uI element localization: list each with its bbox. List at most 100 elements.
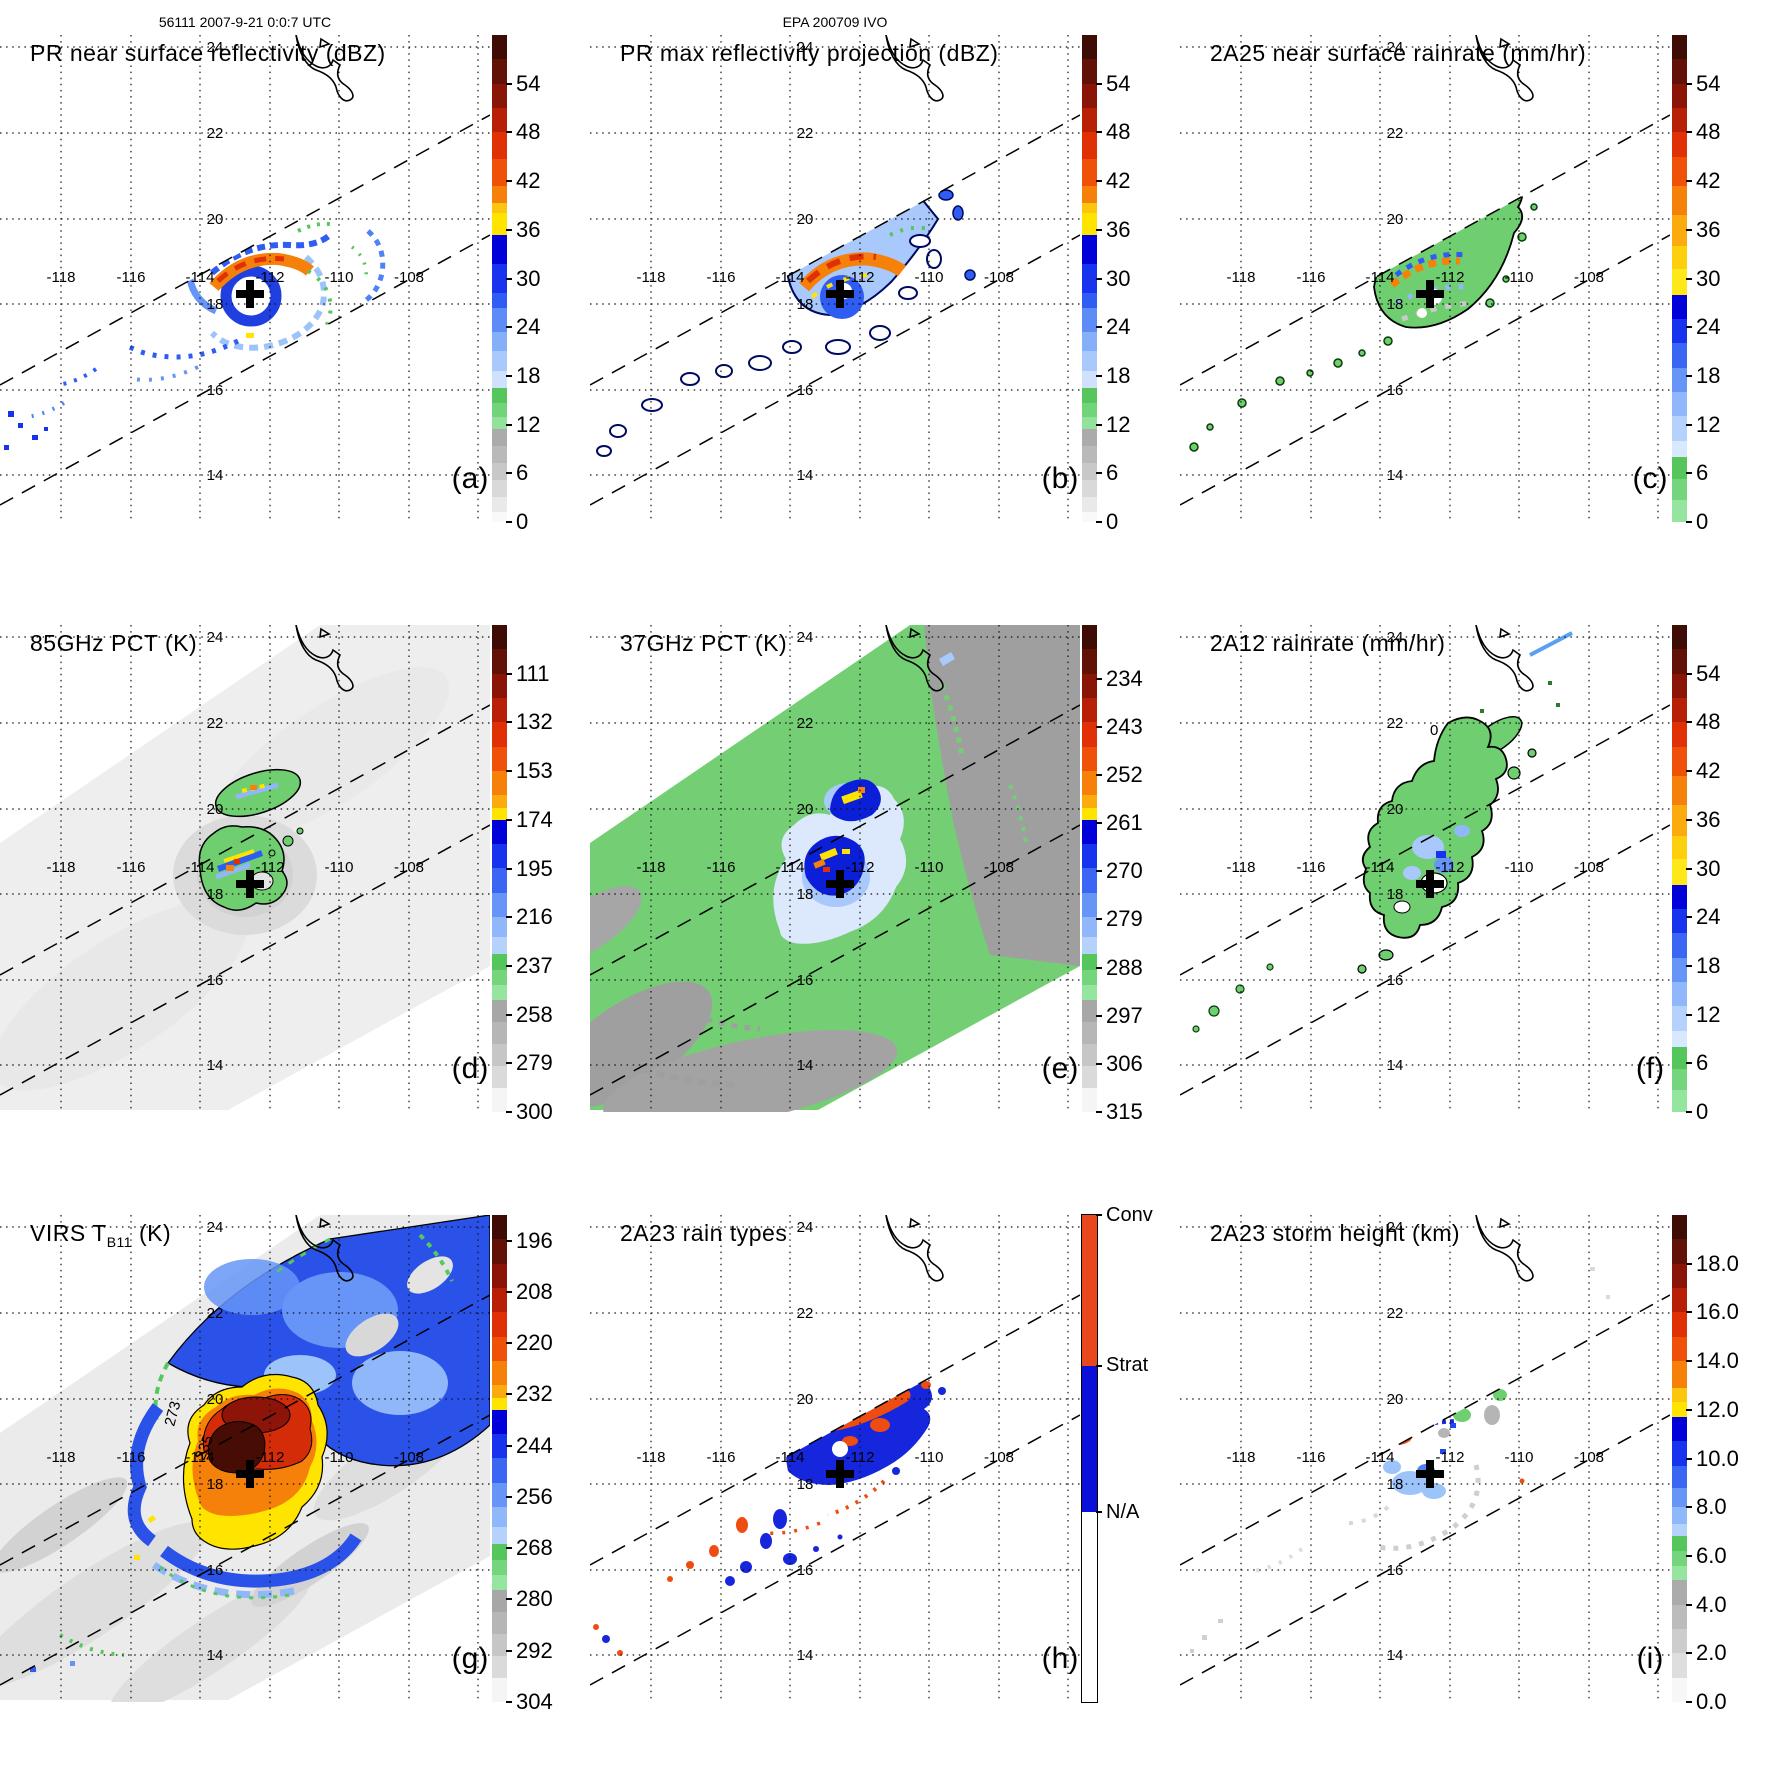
colorbar-tick-label: 297 xyxy=(1096,1003,1143,1029)
panel-title: 2A23 rain types xyxy=(620,1220,788,1246)
contour-label-273: 273 xyxy=(161,1399,184,1428)
svg-text:-116: -116 xyxy=(117,269,146,286)
colorbar-tick-label: 48 xyxy=(1686,119,1720,145)
svg-text:24: 24 xyxy=(797,1219,814,1236)
svg-text:-116: -116 xyxy=(1297,1449,1326,1466)
panel-title: 85GHz PCT (K) xyxy=(30,630,198,656)
svg-text:18: 18 xyxy=(1387,296,1404,313)
svg-text:20: 20 xyxy=(1387,801,1404,818)
colorbar-tick-label: 18 xyxy=(1686,953,1720,979)
colorbar-rainrate xyxy=(1672,625,1687,1112)
panel-e-37ghz-pct: 24 22 20 18 16 14 -118 -116 -114 -112 -110 -108 37G… xyxy=(590,590,1180,1180)
svg-text:-114: -114 xyxy=(1366,269,1395,286)
colorbar-tick-label: 304 xyxy=(506,1689,553,1715)
svg-text:-118: -118 xyxy=(47,859,76,876)
svg-text:-110: -110 xyxy=(325,859,354,876)
svg-text:24: 24 xyxy=(1387,1219,1404,1236)
map-e: 24 22 20 18 16 14 -118 -116 -114 -112 -110 -108 xyxy=(590,625,1080,1112)
coastline-baja xyxy=(1475,625,1534,692)
map-i: 24 22 20 18 16 14 -118 -116 -114 -112 -110 -108 xyxy=(1180,1215,1670,1702)
panel-letter: (b) xyxy=(1041,462,1079,495)
svg-text:14: 14 xyxy=(797,1057,814,1074)
panel-letter: (d) xyxy=(451,1052,489,1085)
svg-text:-110: -110 xyxy=(915,859,944,876)
colorbar-tick-label: 315 xyxy=(1096,1099,1143,1125)
panel-b-pr-max-reflectivity: 24 22 20 18 16 14 -118 -116 -114 -112 -110 -108 PR … xyxy=(590,0,1180,590)
svg-text:14: 14 xyxy=(1387,467,1404,484)
swath-edge-lines xyxy=(0,1294,490,1686)
svg-text:-118: -118 xyxy=(1227,269,1256,286)
colorbar-tick-label: 54 xyxy=(1096,71,1130,97)
swath-edge-lines xyxy=(0,704,490,1096)
panel-letter: (f) xyxy=(1635,1052,1665,1085)
colorbar-tick-label: 196 xyxy=(506,1228,553,1254)
axis-labels: 24 22 20 18 16 14 -118 -116 -114 -112 -110 -108 xyxy=(47,39,424,484)
panel-letter: (h) xyxy=(1041,1642,1079,1675)
panel-f-2a12-rainrate: 0 24 22 20 18 16 14 -118 -116 -114 -112 -110 -108 2… xyxy=(1180,590,1770,1180)
svg-text:14: 14 xyxy=(1387,1647,1404,1664)
swath-edge-lines xyxy=(590,114,1080,506)
svg-text:22: 22 xyxy=(207,1305,224,1322)
svg-text:-114: -114 xyxy=(186,269,215,286)
svg-text:-112: -112 xyxy=(1436,1449,1465,1466)
map-b: 24 22 20 18 16 14 -118 -116 -114 -112 -110 -108 xyxy=(590,35,1080,522)
svg-text:-108: -108 xyxy=(1574,1449,1604,1466)
coastline-baja xyxy=(295,625,354,692)
panel-letter: (a) xyxy=(451,462,489,495)
coastline-baja xyxy=(885,625,944,692)
graticule xyxy=(590,625,1080,1112)
colorbar-tick-label: 6 xyxy=(1686,1050,1708,1076)
svg-text:18: 18 xyxy=(797,296,814,313)
svg-text:-112: -112 xyxy=(1436,859,1465,876)
graticule xyxy=(0,1215,490,1702)
svg-text:-118: -118 xyxy=(637,269,666,286)
storm-data-storm-height xyxy=(1190,1353,1525,1653)
svg-text:22: 22 xyxy=(797,1305,814,1322)
graticule xyxy=(590,1215,1080,1702)
colorbar-storm-height xyxy=(1672,1215,1687,1702)
colorbar-tick-label: 6 xyxy=(506,460,528,486)
svg-text:20: 20 xyxy=(797,801,814,818)
colorbar-tick-label: 232 xyxy=(506,1381,553,1407)
colorbar-tick-label: 237 xyxy=(506,953,553,979)
panel-title: 2A12 rainrate (mm/hr) xyxy=(1210,630,1446,656)
colorbar-tick-label: 24 xyxy=(1096,314,1130,340)
svg-text:14: 14 xyxy=(207,1647,224,1664)
colorbar-tick-label: 54 xyxy=(1686,661,1720,687)
axis-labels: 24 22 20 18 16 14 -118 -116 -114 -112 -110 -108 xyxy=(47,1219,424,1664)
svg-text:-114: -114 xyxy=(1366,1449,1395,1466)
graticule xyxy=(1180,1215,1670,1702)
colorbar-tick-label: 306 xyxy=(1096,1051,1143,1077)
colorbar-tick-label: N/A xyxy=(1096,1499,1139,1525)
colorbar-tick-label: 36 xyxy=(1686,807,1720,833)
colorbar-tick-label: 48 xyxy=(1096,119,1130,145)
colorbar-tick-label: 2.0 xyxy=(1686,1640,1727,1666)
svg-text:18: 18 xyxy=(207,296,224,313)
svg-text:-118: -118 xyxy=(637,859,666,876)
colorbar-tick-label: 16.0 xyxy=(1686,1299,1739,1325)
colorbar-tick-label: 10.0 xyxy=(1686,1446,1739,1472)
graticule xyxy=(0,625,490,1112)
panel-title: PR max reflectivity projection (dBZ) xyxy=(620,40,999,66)
storm-center-marker xyxy=(236,870,264,898)
svg-text:20: 20 xyxy=(207,801,224,818)
panel-letter: (g) xyxy=(451,1642,489,1675)
svg-text:22: 22 xyxy=(1387,1305,1404,1322)
colorbar-tick-label: 30 xyxy=(1096,266,1130,292)
storm-data-reflectivity xyxy=(4,221,386,450)
colorbar-tick-label: 243 xyxy=(1096,714,1143,740)
svg-text:16: 16 xyxy=(1387,1562,1404,1579)
svg-text:22: 22 xyxy=(1387,125,1404,142)
svg-text:-116: -116 xyxy=(707,859,736,876)
colorbar-tick-label: 195 xyxy=(506,856,553,882)
svg-text:22: 22 xyxy=(207,715,224,732)
map-d: 24 22 20 18 16 14 -118 -116 -114 -112 -110 -108 xyxy=(0,625,490,1112)
colorbar-tick-label: 12 xyxy=(1686,1002,1720,1028)
colorbar-tick-label: 268 xyxy=(506,1535,553,1561)
svg-text:-110: -110 xyxy=(915,269,944,286)
swath-edge-lines xyxy=(1180,114,1670,506)
svg-text:-112: -112 xyxy=(846,859,875,876)
axis-labels: 24 22 20 18 16 14 -118 -116 -114 -112 -110 -108 xyxy=(1227,629,1604,1074)
colorbar-tick-label: 36 xyxy=(1096,217,1130,243)
axis-labels: 24 22 20 18 16 14 -118 -116 -114 -112 -110 -108 xyxy=(637,629,1014,1074)
